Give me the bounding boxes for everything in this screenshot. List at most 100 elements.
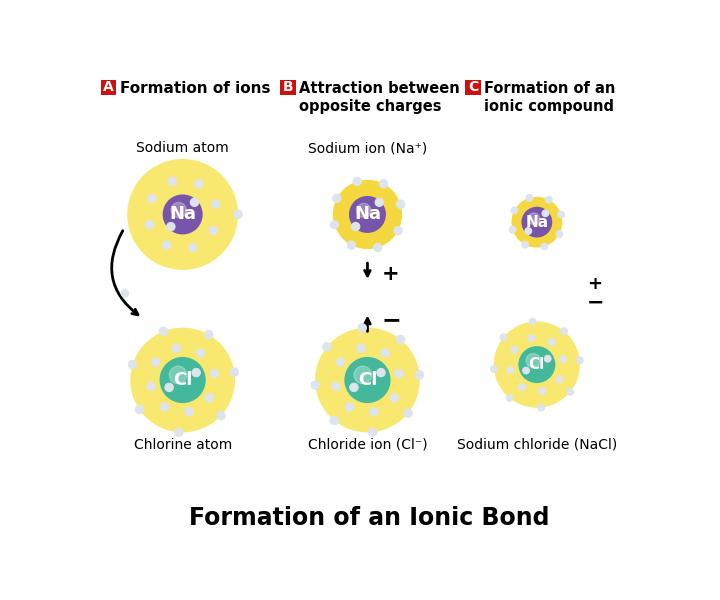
Circle shape [541, 243, 548, 250]
Circle shape [394, 226, 402, 235]
Circle shape [333, 194, 341, 203]
Circle shape [169, 366, 186, 383]
Circle shape [539, 388, 546, 394]
Circle shape [197, 349, 204, 357]
Circle shape [331, 382, 340, 391]
Text: −: − [382, 308, 401, 332]
Circle shape [369, 428, 377, 436]
Circle shape [323, 343, 331, 351]
Text: Sodium chloride (NaCl): Sodium chloride (NaCl) [456, 438, 617, 452]
Circle shape [357, 344, 365, 353]
Circle shape [192, 368, 200, 377]
Circle shape [168, 177, 176, 185]
Circle shape [128, 361, 137, 369]
Circle shape [369, 407, 378, 416]
Circle shape [544, 355, 551, 362]
Circle shape [529, 318, 536, 325]
Circle shape [135, 405, 144, 414]
Circle shape [234, 210, 243, 218]
Circle shape [521, 207, 552, 238]
Text: C: C [468, 80, 478, 94]
Circle shape [511, 207, 518, 214]
Circle shape [561, 328, 567, 335]
Circle shape [194, 179, 203, 188]
Text: −: − [587, 293, 604, 313]
Circle shape [542, 210, 549, 217]
Circle shape [526, 194, 533, 202]
Circle shape [174, 428, 183, 436]
Text: Cl: Cl [528, 357, 545, 372]
Circle shape [518, 383, 526, 391]
Circle shape [173, 370, 193, 390]
Circle shape [404, 409, 413, 418]
Circle shape [172, 344, 181, 353]
Circle shape [167, 365, 198, 395]
Circle shape [171, 202, 186, 218]
Circle shape [556, 376, 563, 383]
Circle shape [558, 211, 564, 218]
FancyBboxPatch shape [465, 80, 481, 95]
Circle shape [166, 197, 199, 232]
Circle shape [358, 323, 366, 332]
Circle shape [506, 395, 513, 401]
Text: Cl: Cl [173, 371, 192, 389]
Circle shape [349, 196, 386, 233]
Circle shape [159, 327, 168, 335]
Circle shape [521, 241, 528, 248]
Circle shape [127, 159, 238, 270]
Circle shape [356, 203, 371, 217]
Circle shape [160, 357, 206, 403]
Circle shape [330, 416, 338, 425]
Circle shape [375, 198, 384, 206]
Circle shape [390, 394, 399, 402]
Circle shape [151, 358, 160, 367]
Circle shape [523, 367, 529, 374]
Circle shape [230, 368, 238, 376]
Circle shape [130, 328, 235, 433]
Circle shape [576, 357, 583, 364]
Circle shape [549, 338, 555, 346]
Text: Formation of an Ionic Bond: Formation of an Ionic Bond [189, 506, 549, 530]
Circle shape [147, 382, 156, 391]
Circle shape [335, 347, 400, 412]
Circle shape [190, 198, 199, 206]
Circle shape [330, 220, 338, 229]
Circle shape [529, 214, 545, 230]
Circle shape [353, 177, 361, 185]
Text: Attraction between
opposite charges: Attraction between opposite charges [299, 81, 459, 114]
Text: Chlorine atom: Chlorine atom [133, 438, 232, 452]
Circle shape [204, 331, 213, 339]
Circle shape [379, 179, 388, 188]
Circle shape [336, 358, 345, 367]
Circle shape [166, 223, 175, 231]
Circle shape [525, 352, 549, 377]
Text: Na: Na [354, 205, 381, 223]
Circle shape [526, 353, 540, 368]
Circle shape [311, 381, 320, 389]
Text: Sodium atom: Sodium atom [136, 141, 229, 155]
Text: A: A [104, 80, 114, 94]
Circle shape [161, 403, 169, 411]
Circle shape [344, 357, 390, 403]
Circle shape [528, 335, 535, 341]
Text: Cl: Cl [358, 371, 377, 389]
Circle shape [525, 227, 532, 235]
Circle shape [525, 210, 549, 235]
Text: Sodium ion (Na⁺): Sodium ion (Na⁺) [308, 141, 427, 155]
Circle shape [346, 403, 354, 411]
Text: Na: Na [169, 205, 196, 223]
Circle shape [350, 383, 358, 392]
Circle shape [210, 370, 219, 378]
Circle shape [315, 328, 420, 433]
Circle shape [352, 365, 383, 395]
Circle shape [518, 346, 555, 383]
Circle shape [333, 180, 402, 249]
Circle shape [145, 220, 154, 229]
Circle shape [163, 194, 203, 235]
Circle shape [162, 241, 171, 250]
Circle shape [148, 180, 217, 249]
Circle shape [538, 404, 544, 411]
Text: Chloride ion (Cl⁻): Chloride ion (Cl⁻) [307, 438, 427, 452]
Text: +: + [587, 275, 602, 293]
Circle shape [351, 223, 360, 231]
